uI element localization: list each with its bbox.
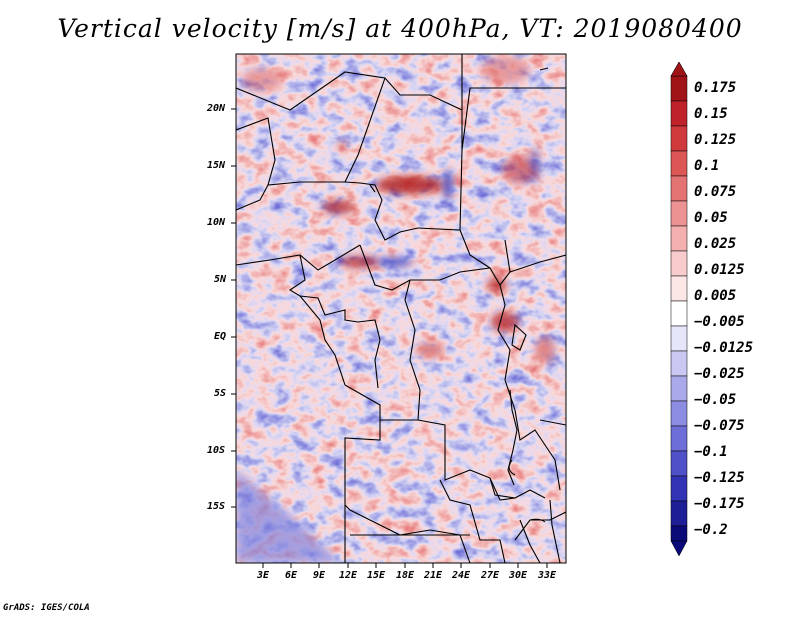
lon-label-27e: 27E xyxy=(480,570,500,581)
colorbar-label: −0.175 xyxy=(694,496,745,512)
lon-label-3e: 3E xyxy=(256,570,270,581)
country-boundaries xyxy=(236,54,566,563)
colorbar-label: −0.005 xyxy=(694,314,745,330)
lat-label-5s: 5S xyxy=(214,388,227,399)
lat-label-15s: 15S xyxy=(207,501,226,512)
colorbar-label: −0.025 xyxy=(694,366,745,382)
colorbar-label: −0.075 xyxy=(694,418,745,434)
velocity-field xyxy=(236,54,566,563)
lon-label-12e: 12E xyxy=(338,570,358,581)
colorbar-label: 0.005 xyxy=(694,288,737,304)
colorbar-label: 0.025 xyxy=(694,236,737,252)
lon-label-30e: 30E xyxy=(508,570,528,581)
lat-label-10s: 10S xyxy=(207,445,226,456)
lon-label-33e: 33E xyxy=(537,570,557,581)
lat-label-15n: 15N xyxy=(207,160,226,171)
lon-label-24e: 24E xyxy=(451,570,471,581)
colorbar-label: −0.1 xyxy=(694,444,728,460)
colorbar xyxy=(670,61,688,557)
map-title: Vertical velocity [m/s] at 400hPa, VT: 2… xyxy=(57,14,743,43)
colorbar-label: −0.0125 xyxy=(694,340,754,356)
colorbar-bottom-arrow xyxy=(670,540,688,557)
lat-label-20n: 20N xyxy=(207,103,226,114)
lon-label-9e: 9E xyxy=(312,570,326,581)
lat-label-5n: 5N xyxy=(214,274,227,285)
lat-label-eq: EQ xyxy=(214,331,227,342)
lon-label-15e: 15E xyxy=(366,570,386,581)
colorbar-label: 0.05 xyxy=(694,210,728,226)
lon-label-18e: 18E xyxy=(395,570,415,581)
lon-label-6e: 6E xyxy=(284,570,298,581)
colorbar-label: −0.05 xyxy=(694,392,737,408)
map-frame xyxy=(235,53,567,564)
colorbar-label: 0.1 xyxy=(694,158,720,174)
colorbar-label: 0.125 xyxy=(694,132,737,148)
colorbar-label: 0.075 xyxy=(694,184,737,200)
axis-ticks xyxy=(231,108,548,568)
colorbar-label: 0.175 xyxy=(694,80,737,96)
colorbar-label: −0.125 xyxy=(694,470,745,486)
colorbar-label: −0.2 xyxy=(694,522,728,538)
colorbar-label: 0.15 xyxy=(694,106,728,122)
lon-label-21e: 21E xyxy=(423,570,443,581)
lat-label-10n: 10N xyxy=(207,217,226,228)
grads-credit: GrADS: IGES/COLA xyxy=(3,603,90,613)
colorbar-label: 0.0125 xyxy=(694,262,745,278)
